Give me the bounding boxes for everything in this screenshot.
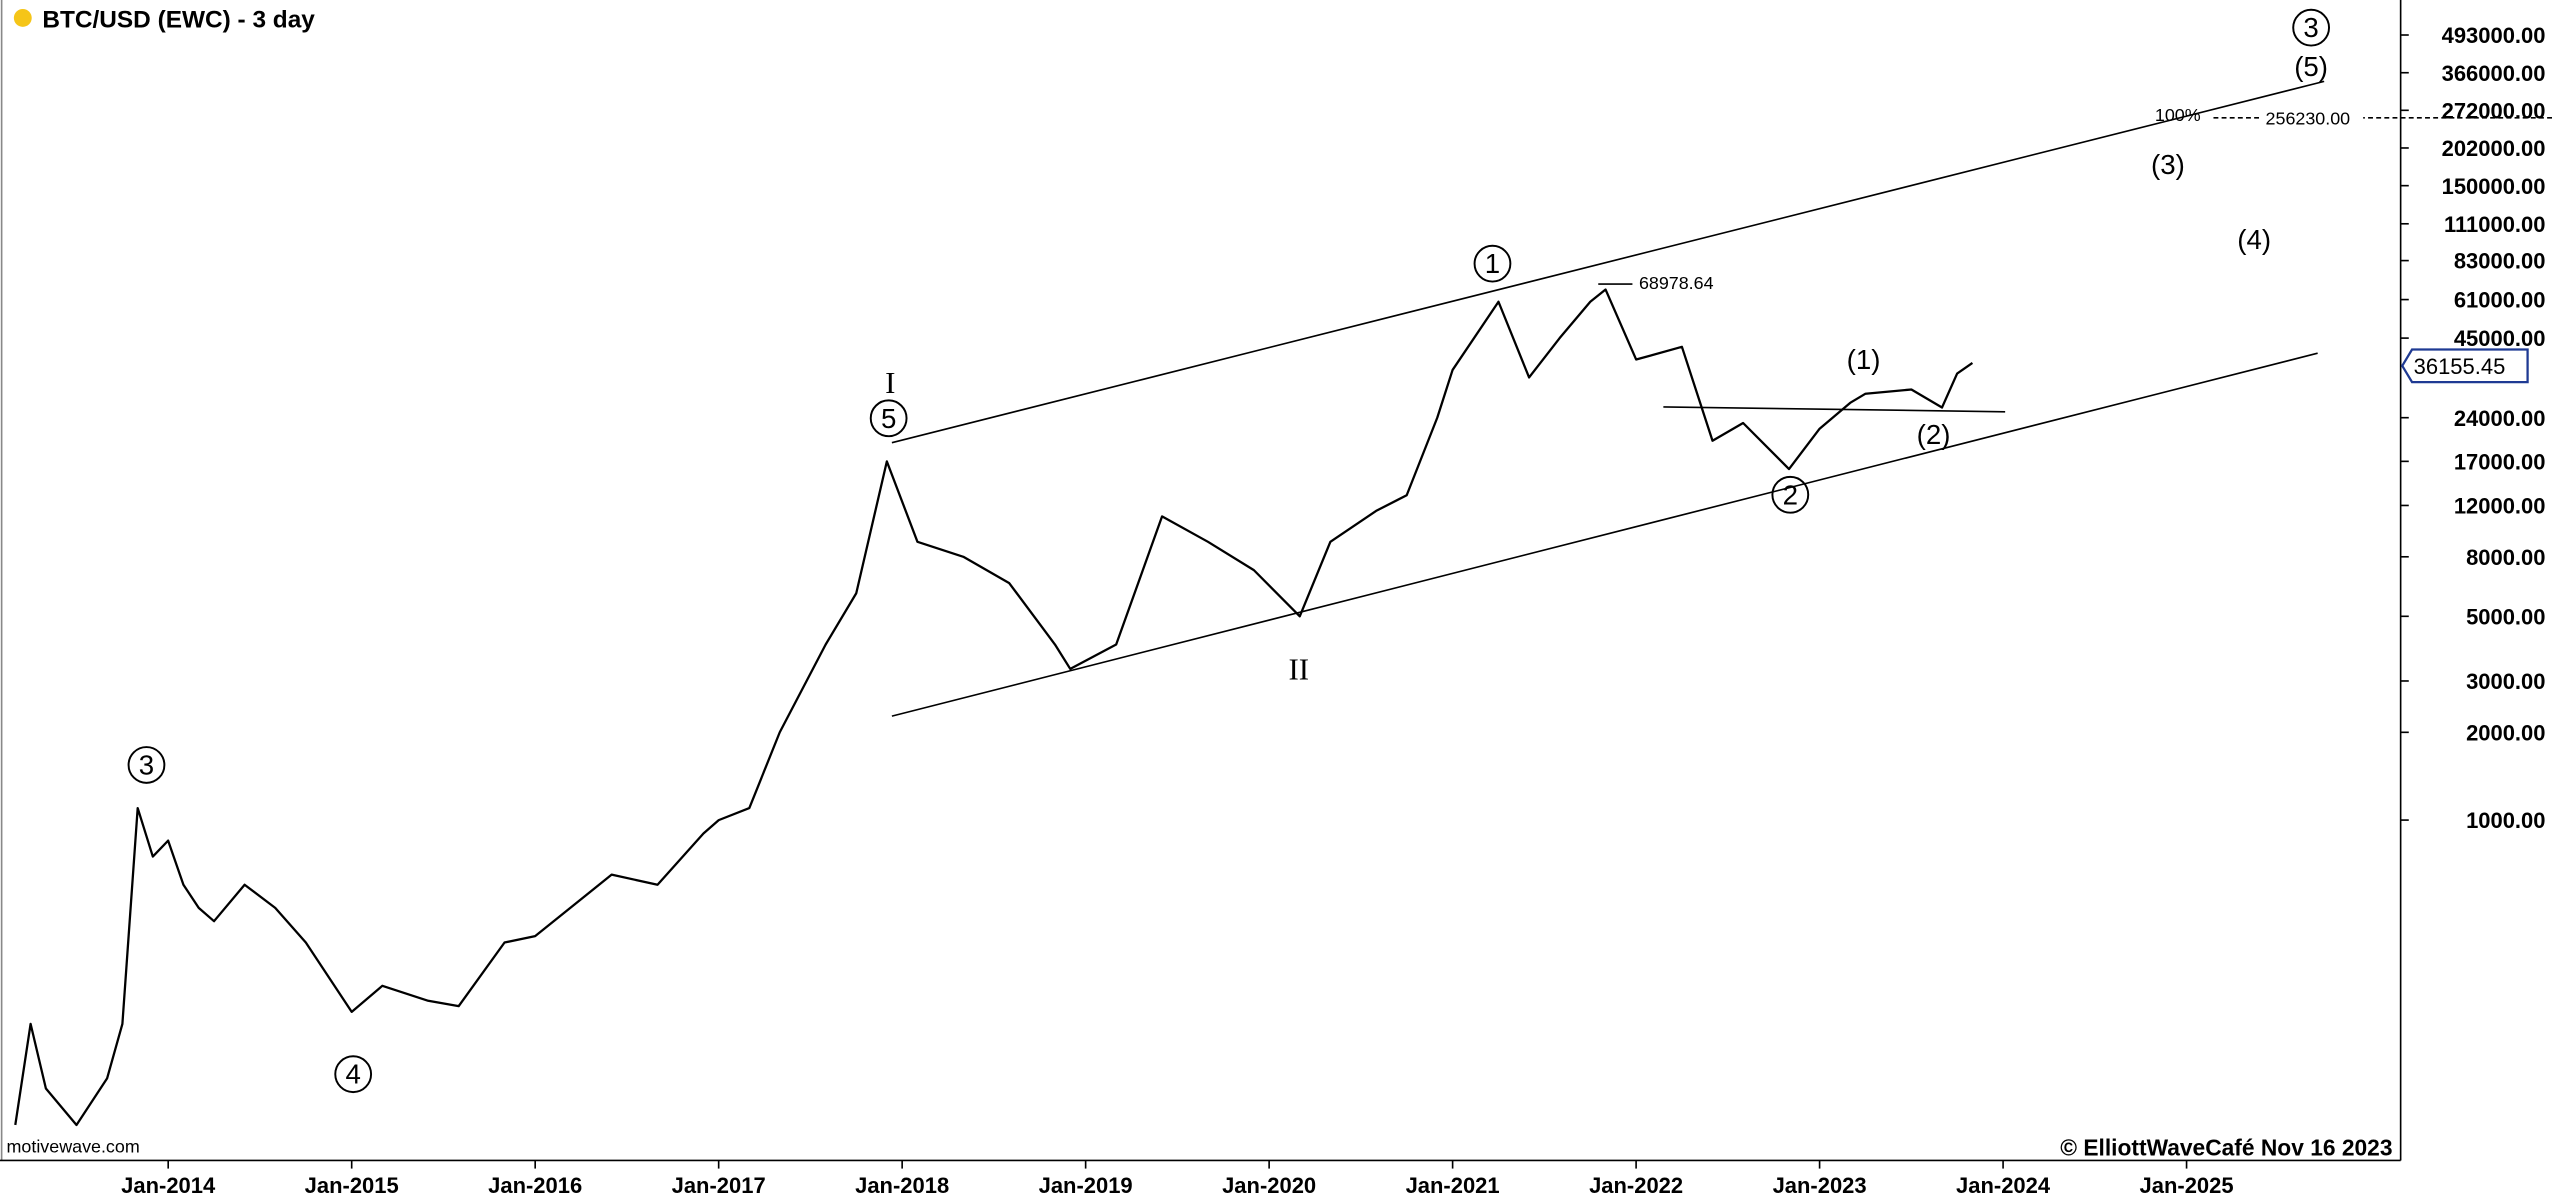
x-tick-label: Jan-2017 [672,1173,766,1198]
wave-label: (5) [2294,51,2328,82]
x-tick-label: Jan-2025 [2140,1173,2234,1198]
wave-circle [1771,475,1810,514]
wave-label: 4 [345,1059,360,1090]
y-tick-label: 1000.00 [2466,808,2545,833]
chart-title: BTC/USD (EWC) - 3 day [42,7,315,34]
wave-label: (3) [2151,149,2185,180]
channel-upper [891,80,2325,444]
y-tick-label: 45000.00 [2454,326,2546,351]
y-tick-label: 2000.00 [2466,720,2545,745]
wave-labels: 3 4 I 5 II 1 2 (1) (2) (3) (4) (5) 3 [127,8,2331,1094]
x-tick-label: Jan-2019 [1039,1173,1133,1198]
target-label: 256230.00 [2266,108,2351,128]
support-line [1663,406,2006,413]
wave-label: 3 [2303,12,2318,43]
wave-label: 3 [139,749,154,780]
target-percent: 100% [2155,105,2201,125]
wave-label: (2) [1917,419,1951,450]
wave-circle [334,1055,373,1094]
watermark: motivewave.com [7,1136,140,1156]
y-tick-label: 24000.00 [2454,406,2546,431]
y-tick-label: 17000.00 [2454,449,2546,474]
y-tick-label: 111000.00 [2444,212,2545,237]
y-tick-label: 366000.00 [2442,61,2546,86]
x-tick-label: Jan-2016 [488,1173,582,1198]
x-tick-label: Jan-2022 [1589,1173,1683,1198]
y-tick-label: 493000.00 [2442,23,2546,48]
target-label-bg [2259,106,2364,130]
copyright: © ElliottWaveCafé Nov 16 2023 [2060,1135,2392,1161]
wave-circle [2292,8,2331,47]
wave-label: 1 [1485,248,1500,279]
price-tag [2400,348,2529,384]
status-dot [13,8,32,27]
price-tag-label: 36155.45 [2414,354,2506,379]
x-tick-label: Jan-2021 [1406,1173,1500,1198]
y-tick-label: 150000.00 [2442,174,2546,199]
y-tick-label: 83000.00 [2454,249,2546,274]
wave-circle [869,399,908,438]
y-tick-label: 5000.00 [2466,604,2545,629]
x-tick-label: Jan-2020 [1222,1173,1316,1198]
y-tick-label: 61000.00 [2454,288,2546,313]
wave-label: 5 [881,403,896,434]
x-tick-label: Jan-2015 [305,1173,399,1198]
wave-label: (4) [2237,224,2271,255]
y-tick-label: 3000.00 [2466,669,2545,694]
x-tick-label: Jan-2018 [855,1173,949,1198]
wave-label: (1) [1847,344,1881,375]
wave-circle [1473,244,1512,283]
wave-circle [127,746,166,784]
peak-label: 68978.64 [1639,273,1714,293]
x-tick-label: Jan-2024 [1956,1173,2051,1198]
x-tick-label: Jan-2023 [1773,1173,1867,1198]
channel-lower [891,352,2318,717]
y-tick-label: 202000.00 [2442,136,2546,161]
wave-label: 2 [1783,479,1798,510]
y-tick-label: 12000.00 [2454,494,2546,519]
y-tick-label: 272000.00 [2442,98,2546,123]
wave-label: I [885,365,895,400]
y-tick-label: 8000.00 [2466,545,2545,570]
x-tick-label: Jan-2014 [121,1173,216,1198]
price-line [14,288,1974,1127]
wave-label: II [1288,651,1309,686]
